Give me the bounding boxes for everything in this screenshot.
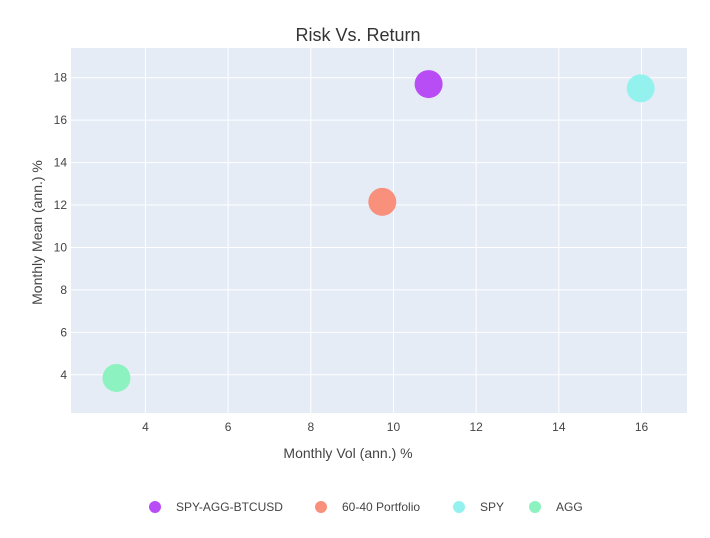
data-markers <box>102 70 655 392</box>
x-axis-title: Monthly Vol (ann.) % <box>283 445 412 461</box>
x-tick-label: 16 <box>635 420 649 434</box>
scatter-point <box>102 363 131 392</box>
y-tick-label: 10 <box>54 240 68 254</box>
y-tick-label: 8 <box>60 283 67 297</box>
grid-layer <box>71 48 687 413</box>
x-tick-label: 8 <box>307 420 314 434</box>
x-tick-label: 14 <box>552 420 566 434</box>
y-axis-title: Monthly Mean (ann.) % <box>29 160 45 305</box>
y-tick-label: 6 <box>60 325 67 339</box>
x-tick-label: 10 <box>387 420 401 434</box>
legend-marker <box>529 501 541 513</box>
x-tick-label: 12 <box>469 420 483 434</box>
legend-marker <box>315 501 327 513</box>
legend-marker <box>453 501 465 513</box>
x-tick-label: 6 <box>225 420 232 434</box>
y-tick-label: 12 <box>54 198 68 212</box>
scatter-point <box>368 187 397 216</box>
legend-label: 60-40 Portfolio <box>342 500 420 514</box>
y-tick-label: 18 <box>54 71 68 85</box>
scatter-point <box>414 70 443 99</box>
legend-label: AGG <box>556 500 583 514</box>
y-tick-label: 14 <box>54 156 68 170</box>
tick-labels: 4 6 8 10 12 14 16 4 6 8 10 12 14 16 18 <box>54 71 649 434</box>
scatter-point <box>626 74 655 103</box>
legend-label: SPY-AGG-BTCUSD <box>176 500 283 514</box>
chart-title: Risk Vs. Return <box>295 25 420 45</box>
x-tick-label: 4 <box>142 420 149 434</box>
y-tick-label: 4 <box>60 368 67 382</box>
legend-label: SPY <box>480 500 504 514</box>
y-tick-label: 16 <box>54 113 68 127</box>
legend-marker <box>149 501 161 513</box>
plot-area <box>71 48 687 413</box>
legend: SPY-AGG-BTCUSD 60-40 Portfolio SPY AGG <box>149 500 583 514</box>
